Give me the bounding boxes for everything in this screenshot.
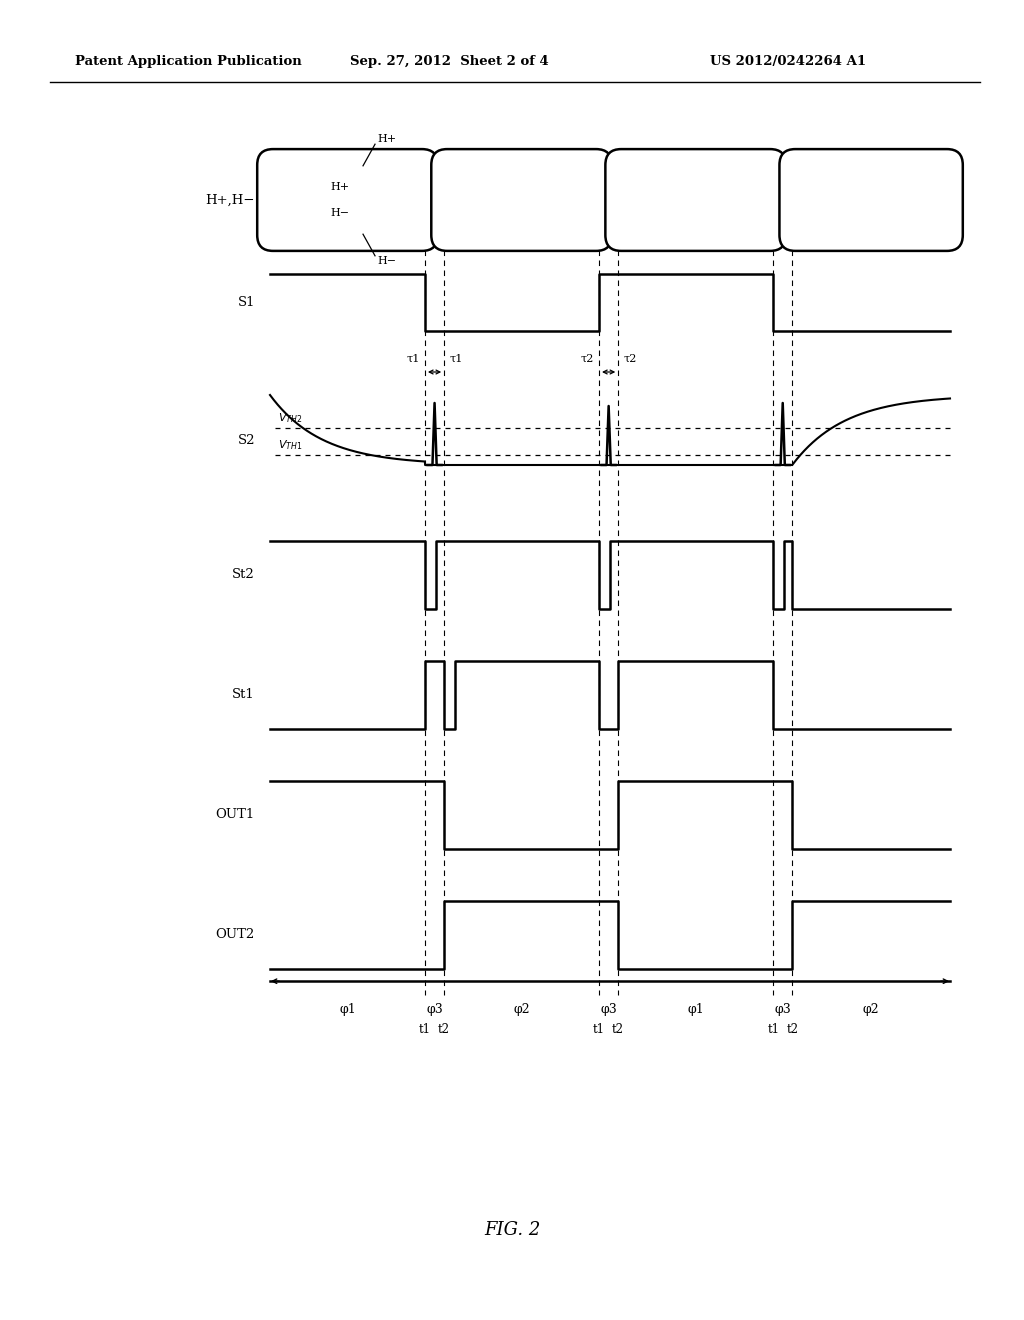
Text: H+: H+ [377, 133, 396, 144]
Text: t1: t1 [419, 1023, 431, 1036]
Text: St1: St1 [232, 689, 255, 701]
Text: St2: St2 [232, 569, 255, 582]
Text: S1: S1 [238, 296, 255, 309]
FancyBboxPatch shape [431, 149, 612, 251]
Text: US 2012/0242264 A1: US 2012/0242264 A1 [710, 55, 866, 69]
FancyBboxPatch shape [257, 149, 438, 251]
Text: OUT2: OUT2 [216, 928, 255, 941]
FancyBboxPatch shape [779, 149, 963, 251]
Text: φ2: φ2 [863, 1003, 880, 1016]
Text: τ2: τ2 [624, 354, 637, 364]
Text: FIG. 2: FIG. 2 [483, 1221, 541, 1239]
Text: S2: S2 [238, 433, 255, 446]
Text: H+: H+ [330, 181, 349, 191]
Text: φ2: φ2 [513, 1003, 529, 1016]
Text: Patent Application Publication: Patent Application Publication [75, 55, 302, 69]
Text: H−: H− [377, 256, 396, 267]
FancyBboxPatch shape [605, 149, 786, 251]
Text: H−: H− [330, 209, 349, 219]
Text: φ3: φ3 [426, 1003, 443, 1016]
Text: t2: t2 [612, 1023, 625, 1036]
Text: $V_{TH1}$: $V_{TH1}$ [278, 438, 302, 451]
Text: τ1: τ1 [450, 354, 463, 364]
Text: OUT1: OUT1 [216, 808, 255, 821]
Text: τ1: τ1 [407, 354, 420, 364]
Text: τ2: τ2 [581, 354, 594, 364]
Text: φ3: φ3 [600, 1003, 617, 1016]
Text: $V_{TH2}$: $V_{TH2}$ [278, 412, 302, 425]
Text: t2: t2 [438, 1023, 451, 1036]
Text: t2: t2 [786, 1023, 799, 1036]
Text: Sep. 27, 2012  Sheet 2 of 4: Sep. 27, 2012 Sheet 2 of 4 [350, 55, 549, 69]
Text: φ1: φ1 [339, 1003, 356, 1016]
Text: φ3: φ3 [774, 1003, 792, 1016]
Text: H+,H−: H+,H− [206, 194, 255, 206]
Text: t1: t1 [593, 1023, 605, 1036]
Text: t1: t1 [767, 1023, 779, 1036]
Text: φ1: φ1 [687, 1003, 705, 1016]
